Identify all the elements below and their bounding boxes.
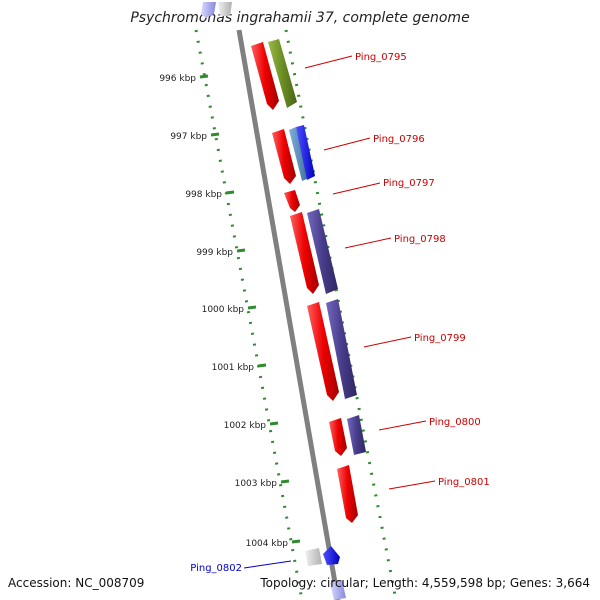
kbp-tick-label: 1002 kbp: [224, 421, 267, 431]
kbp-tick-label: 996 kbp: [159, 74, 196, 84]
gene-ping-0801-cds: [337, 465, 358, 523]
accession-text: Accession: NC_008709: [8, 576, 145, 590]
gene-ping-0796-cds: [272, 129, 296, 184]
kbp-tick-label: 998 kbp: [185, 190, 222, 200]
kbp-tick-label: 999 kbp: [196, 248, 233, 258]
gene-label-ping-0800[interactable]: Ping_0800: [429, 417, 481, 428]
kbp-tick: [247, 305, 257, 310]
gene-track: [251, 39, 366, 600]
gene-ping-0795-olive: [268, 39, 297, 108]
kbp-tick: [225, 190, 235, 195]
kbp-tick: [280, 479, 290, 484]
kbp-tick-label: 1003 kbp: [235, 479, 278, 489]
genome-stats-text: Topology: circular; Length: 4,559,598 bp…: [260, 576, 590, 590]
map-title: Psychromonas ingrahamii 37, complete gen…: [130, 10, 470, 26]
gene-ping-0800-slate: [347, 415, 366, 455]
kbp-tick: [210, 132, 220, 137]
gene-ping-0798-slate: [307, 209, 338, 294]
bottom-partial-feature: [330, 580, 346, 600]
gene-ping-0802-gray: [305, 548, 322, 566]
gene-label-ping-0797[interactable]: Ping_0797: [383, 178, 435, 189]
gene-ping-0802-blue: [323, 546, 340, 565]
gene-ping-0798-cds: [290, 212, 319, 294]
gene-labels: Ping_0795 Ping_0796 Ping_0797 Ping_0798 Ping…: [190, 52, 489, 574]
top-gray-feature: [218, 2, 232, 16]
gene-label-ping-0796[interactable]: Ping_0796: [373, 134, 425, 145]
gene-ping-0800-cds: [329, 418, 347, 456]
kbp-tick-label: 1004 kbp: [246, 539, 289, 549]
kbp-tick: [291, 539, 301, 544]
gene-ping-0796-blue: [296, 125, 315, 180]
gene-ping-0795-cds: [251, 42, 279, 110]
kbp-scale: 996 kbp 997 kbp 998 kbp 999 kbp 1000 kbp 1001…: [159, 74, 301, 549]
gene-label-ping-0802[interactable]: Ping_0802: [190, 563, 242, 574]
gene-ping-0799-slate: [326, 299, 357, 399]
kbp-tick-label: 1000 kbp: [202, 305, 245, 315]
top-partial-feature: [201, 2, 216, 18]
gene-ping-0799-cds: [307, 302, 339, 401]
kbp-tick: [199, 74, 209, 79]
kbp-tick-label: 997 kbp: [170, 132, 207, 142]
gene-label-ping-0799[interactable]: Ping_0799: [414, 333, 466, 344]
kbp-tick-label: 1001 kbp: [212, 363, 255, 373]
gene-label-ping-0798[interactable]: Ping_0798: [394, 234, 446, 245]
gene-ping-0796-steel: [289, 127, 309, 181]
gene-label-ping-0801[interactable]: Ping_0801: [438, 477, 490, 488]
kbp-tick: [269, 421, 279, 426]
kbp-tick: [257, 363, 267, 368]
label-connectors: [243, 55, 436, 569]
gene-ping-0797-cds: [284, 190, 300, 212]
kbp-tick: [236, 248, 246, 253]
genome-backbone: [236, 29, 341, 600]
gene-label-ping-0795[interactable]: Ping_0795: [355, 52, 407, 63]
